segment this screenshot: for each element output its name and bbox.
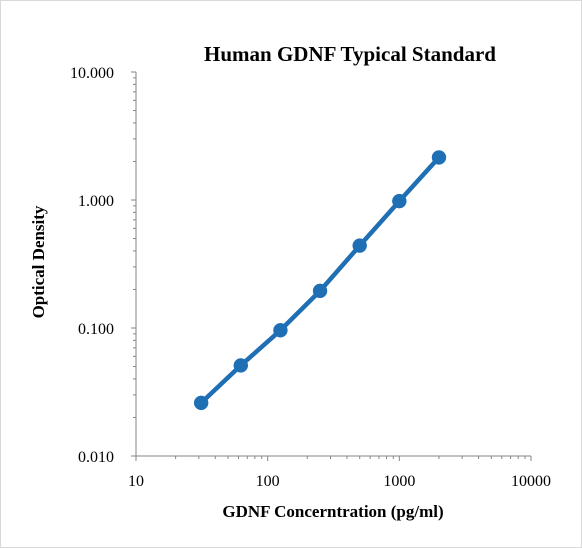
series-layer [193, 150, 447, 411]
x-tick-label: 100 [256, 473, 280, 490]
x-axis-label: GDNF Concerntration (pg/ml) [222, 502, 443, 521]
x-tick-label: 1000 [383, 473, 415, 490]
data-point [233, 358, 249, 373]
y-axis-label: Optical Density [29, 205, 48, 318]
x-tick-label: 10000 [511, 473, 551, 490]
data-point [431, 150, 447, 165]
y-tick-label: 0.010 [78, 449, 114, 466]
y-tick-label: 1.000 [78, 193, 114, 210]
data-point [352, 238, 367, 253]
axes [135, 72, 531, 457]
data-point [312, 283, 328, 299]
chart-title: Human GDNF Typical Standard [204, 42, 496, 66]
data-point [193, 395, 209, 411]
x-tick-label: 10 [128, 473, 144, 490]
y-tick-label: 0.100 [78, 321, 114, 338]
y-ticks: 0.010 0.100 1.000 10.000 [70, 65, 136, 466]
data-point [392, 193, 407, 209]
y-tick-label: 10.000 [70, 65, 114, 82]
data-point [273, 323, 288, 338]
x-ticks: 10 100 1000 10000 [128, 456, 551, 490]
